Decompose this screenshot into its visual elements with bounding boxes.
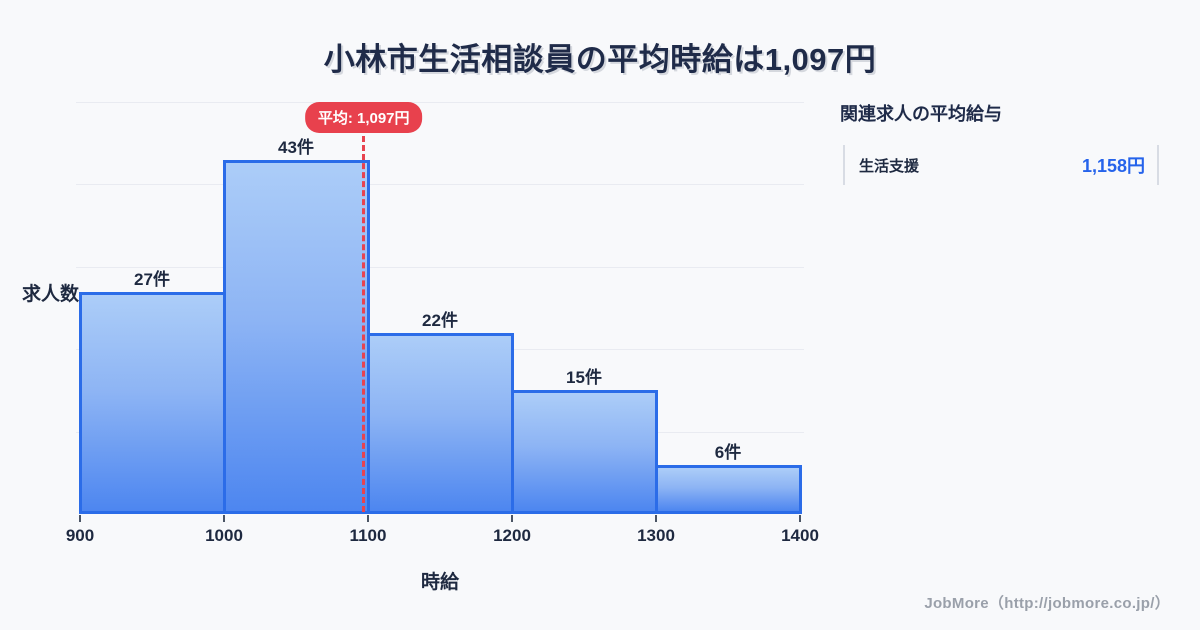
x-tick-label: 1100: [349, 526, 387, 545]
x-tick-mark: [79, 515, 81, 522]
gridline: [76, 266, 804, 268]
y-axis-label: 求人数: [22, 284, 80, 305]
mean-badge: 平均: 1,097円: [304, 102, 423, 133]
histogram-bar: [78, 291, 226, 514]
x-tick-mark: [367, 515, 369, 522]
bar-value-label: 27件: [134, 269, 170, 289]
mean-line: [362, 136, 366, 512]
histogram-bar: [510, 390, 658, 514]
bar-value-label: 43件: [278, 137, 314, 157]
related-job-value: 1,158円: [1081, 156, 1145, 176]
related-job-row: 生活支援 1,158円: [843, 145, 1159, 185]
x-tick-label: 900: [65, 526, 95, 545]
x-tick-mark: [223, 515, 225, 522]
gridline: [76, 184, 804, 186]
histogram-bar: [222, 159, 370, 514]
related-job-label: 生活支援: [859, 157, 920, 175]
histogram-bar: [366, 332, 514, 514]
page-title: 小林市生活相談員の平均時給は1,097円: [323, 42, 877, 77]
x-tick-mark: [511, 515, 513, 522]
footer-credit: JobMore（http://jobmore.co.jp/）: [924, 595, 1170, 612]
histogram-bar: [654, 464, 802, 514]
x-tick-label: 1300: [637, 526, 675, 545]
gridline: [76, 102, 804, 103]
bar-value-label: 6件: [714, 442, 742, 462]
x-axis-label: 時給: [420, 572, 459, 593]
bar-value-label: 15件: [566, 368, 602, 388]
x-tick-mark: [799, 515, 801, 522]
bar-value-label: 22件: [422, 310, 458, 330]
x-tick-label: 1400: [781, 526, 819, 545]
x-tick-label: 1000: [205, 526, 243, 545]
x-tick-label: 1200: [493, 526, 531, 545]
x-tick-mark: [655, 515, 657, 522]
side-panel-heading: 関連求人の平均給与: [840, 104, 1002, 124]
